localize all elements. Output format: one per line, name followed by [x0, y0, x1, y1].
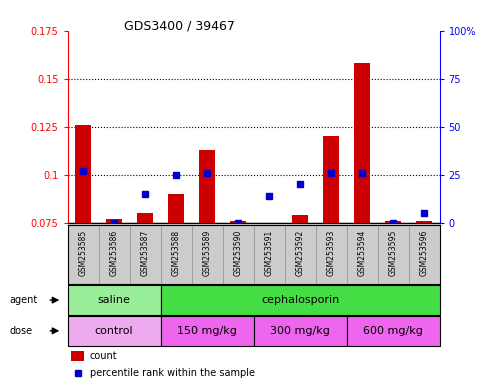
Bar: [161, 316, 254, 346]
Bar: [347, 316, 440, 346]
Text: 600 mg/kg: 600 mg/kg: [363, 326, 423, 336]
Bar: [292, 215, 308, 223]
Text: GDS3400 / 39467: GDS3400 / 39467: [124, 19, 235, 32]
Text: GSM253592: GSM253592: [296, 229, 305, 276]
Bar: [230, 221, 246, 223]
Text: GSM253588: GSM253588: [171, 229, 181, 276]
Text: GSM253591: GSM253591: [265, 229, 273, 276]
Bar: [254, 316, 347, 346]
Bar: [385, 221, 401, 223]
Bar: [71, 351, 85, 361]
Text: GSM253587: GSM253587: [141, 229, 150, 276]
Bar: [199, 150, 215, 223]
Bar: [68, 285, 160, 315]
Bar: [323, 136, 339, 223]
Text: dose: dose: [10, 326, 33, 336]
Text: GSM253585: GSM253585: [79, 229, 87, 276]
Text: 150 mg/kg: 150 mg/kg: [177, 326, 237, 336]
Text: percentile rank within the sample: percentile rank within the sample: [90, 368, 255, 378]
Text: GSM253590: GSM253590: [234, 229, 242, 276]
Text: agent: agent: [10, 295, 38, 305]
Text: GSM253594: GSM253594: [357, 229, 367, 276]
Bar: [75, 125, 91, 223]
Text: GSM253586: GSM253586: [110, 229, 119, 276]
Bar: [416, 221, 432, 223]
Bar: [68, 316, 160, 346]
Bar: [261, 223, 277, 225]
Bar: [169, 194, 184, 223]
Text: 300 mg/kg: 300 mg/kg: [270, 326, 330, 336]
Text: GSM253596: GSM253596: [420, 229, 428, 276]
Text: cephalosporin: cephalosporin: [261, 295, 339, 305]
Bar: [137, 213, 153, 223]
Text: GSM253595: GSM253595: [388, 229, 398, 276]
Text: GSM253593: GSM253593: [327, 229, 336, 276]
Text: count: count: [90, 351, 117, 361]
Bar: [106, 219, 122, 223]
Bar: [161, 285, 440, 315]
Text: saline: saline: [98, 295, 130, 305]
Bar: [355, 63, 370, 223]
Text: GSM253589: GSM253589: [202, 229, 212, 276]
Text: control: control: [95, 326, 133, 336]
